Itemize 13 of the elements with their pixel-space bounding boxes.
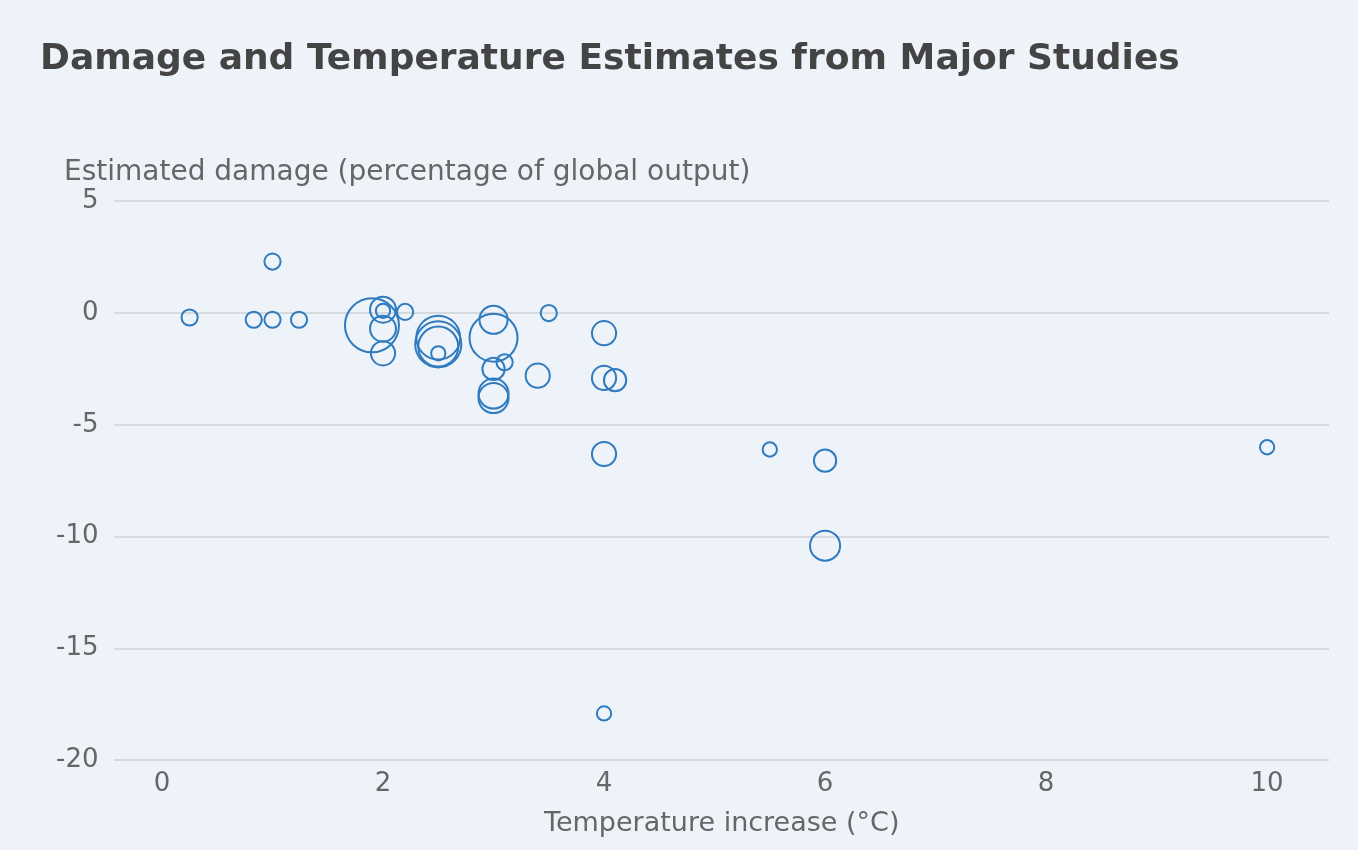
x-tick-label: 8 [1037, 766, 1055, 797]
x-tick-label: 0 [153, 766, 171, 797]
x-tick-label: 10 [1250, 766, 1284, 797]
chart-title: Damage and Temperature Estimates from Major Studies [40, 35, 1180, 77]
x-tick-label: 4 [595, 766, 613, 797]
x-axis-title: Temperature increase (°C) [543, 805, 900, 837]
x-tick-label: 6 [816, 766, 834, 797]
x-tick-label: 2 [374, 766, 392, 797]
y-tick-label: -10 [56, 519, 99, 550]
y-tick-label: -20 [56, 743, 99, 774]
y-tick-label: 0 [81, 295, 99, 326]
y-tick-label: -15 [56, 631, 99, 662]
y-tick-label: -5 [72, 407, 99, 438]
